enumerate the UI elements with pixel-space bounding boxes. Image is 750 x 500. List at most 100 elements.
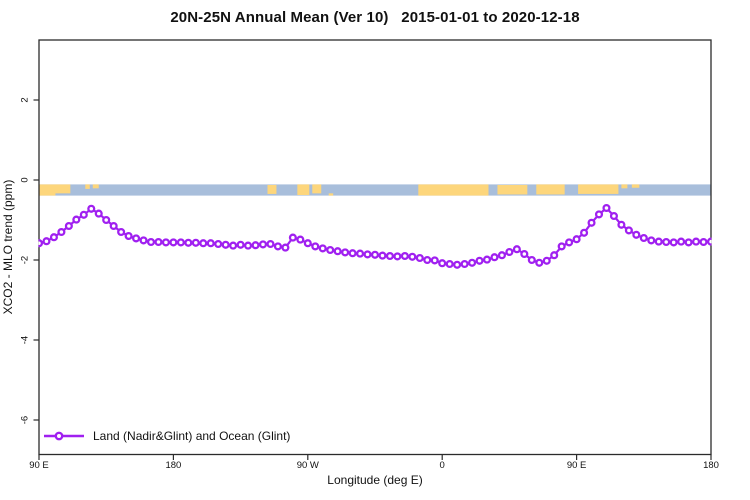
data-point-marker: [647, 236, 656, 245]
data-point-marker: [557, 242, 566, 251]
data-point-marker: [221, 240, 230, 249]
data-point-marker: [602, 203, 611, 213]
data-point-marker: [273, 242, 282, 251]
data-point-marker: [572, 235, 581, 244]
map-strip-land: [418, 184, 489, 196]
data-point-marker: [535, 258, 544, 267]
data-point-marker: [102, 215, 111, 225]
data-point-marker: [139, 236, 148, 245]
data-point-marker: [542, 256, 551, 265]
map-strip-land: [39, 184, 71, 194]
x-tick-label: 90 W: [297, 460, 319, 471]
x-axis-title: Longitude (deg E): [327, 473, 423, 487]
data-point-marker: [490, 253, 499, 262]
data-point-marker: [520, 249, 529, 259]
data-point-marker: [199, 239, 208, 248]
data-point-marker: [169, 238, 178, 247]
y-tick-label: -6: [20, 416, 31, 424]
data-point-marker: [475, 256, 484, 265]
data-point-marker: [580, 228, 589, 237]
data-point-marker: [206, 239, 215, 248]
data-point-marker: [42, 237, 51, 246]
data-point-marker: [632, 230, 641, 239]
map-strip-land: [621, 184, 628, 189]
data-point-marker: [38, 239, 44, 248]
data-point-marker: [378, 251, 387, 260]
data-point-marker: [445, 259, 454, 269]
data-point-marker: [453, 260, 462, 269]
map-strip-land: [578, 184, 619, 194]
data-point-marker: [654, 237, 663, 246]
data-point-marker: [341, 248, 350, 257]
legend-label: Land (Nadir&Glint) and Ocean (Glint): [93, 429, 291, 443]
data-point-marker: [288, 233, 297, 242]
y-tick-label: 0: [20, 177, 31, 182]
x-tick-label: 180: [703, 460, 719, 471]
data-point-marker: [363, 250, 372, 259]
data-point-marker: [400, 251, 409, 261]
data-point-marker: [684, 238, 693, 247]
data-point-marker: [326, 245, 335, 255]
data-point-marker: [251, 241, 260, 250]
map-strip-land: [497, 184, 528, 195]
y-tick-label: -4: [20, 336, 31, 344]
legend-line-marker-icon: [44, 431, 84, 441]
data-point-marker: [64, 221, 73, 231]
data-point-marker: [49, 233, 58, 242]
data-point-marker: [662, 237, 671, 247]
data-point-marker: [348, 249, 357, 258]
data-point-marker: [639, 233, 648, 243]
data-point-marker: [677, 237, 686, 246]
data-point-marker: [527, 255, 536, 265]
map-strip-land: [312, 184, 322, 194]
map-strip-ocean: [39, 184, 711, 196]
data-point-marker: [699, 237, 708, 247]
data-point-marker: [109, 221, 118, 231]
x-tick-label: 90 E: [567, 460, 587, 471]
data-point-marker: [430, 256, 439, 265]
data-point-marker: [415, 253, 424, 263]
data-point-marker: [692, 237, 701, 246]
chart-title: 20N-25N Annual Mean (Ver 10) 2015-01-01 …: [170, 9, 580, 26]
map-strip-land: [39, 192, 56, 196]
map-strip-land: [267, 184, 277, 194]
data-point-marker: [191, 238, 200, 247]
data-point-marker: [117, 227, 126, 237]
data-point-marker: [214, 239, 223, 249]
data-point-marker: [594, 210, 604, 219]
data-point-marker: [587, 218, 596, 227]
plot-border: [38, 39, 712, 456]
data-point-marker: [124, 231, 133, 241]
data-point-marker: [408, 252, 417, 261]
data-point-marker: [296, 235, 305, 244]
data-point-marker: [229, 241, 238, 250]
data-point-marker: [482, 255, 492, 264]
data-point-marker: [184, 238, 193, 247]
data-point-marker: [609, 211, 618, 221]
data-point-marker: [505, 247, 514, 257]
data-point-marker: [94, 209, 103, 218]
data-point-marker: [154, 237, 163, 247]
map-strip-land: [92, 184, 99, 189]
data-point-marker: [176, 238, 185, 247]
data-point-marker: [706, 237, 712, 246]
map-strip-land: [536, 184, 565, 195]
data-point-marker: [318, 244, 327, 253]
data-point-marker: [266, 239, 275, 249]
y-tick-label: 2: [20, 97, 31, 102]
data-point-marker: [497, 251, 506, 260]
y-tick-label: -2: [20, 256, 31, 264]
x-tick-label: 90 E: [29, 460, 49, 471]
data-point-marker: [438, 259, 447, 268]
data-point-marker: [617, 220, 626, 229]
data-point-marker: [550, 251, 559, 260]
map-strip-land: [297, 184, 310, 196]
data-point-marker: [624, 226, 633, 235]
data-point-marker: [258, 240, 268, 249]
data-point-marker: [460, 259, 469, 269]
map-strip-land: [85, 184, 90, 189]
data-point-marker: [161, 238, 170, 247]
data-point-marker: [132, 234, 141, 243]
